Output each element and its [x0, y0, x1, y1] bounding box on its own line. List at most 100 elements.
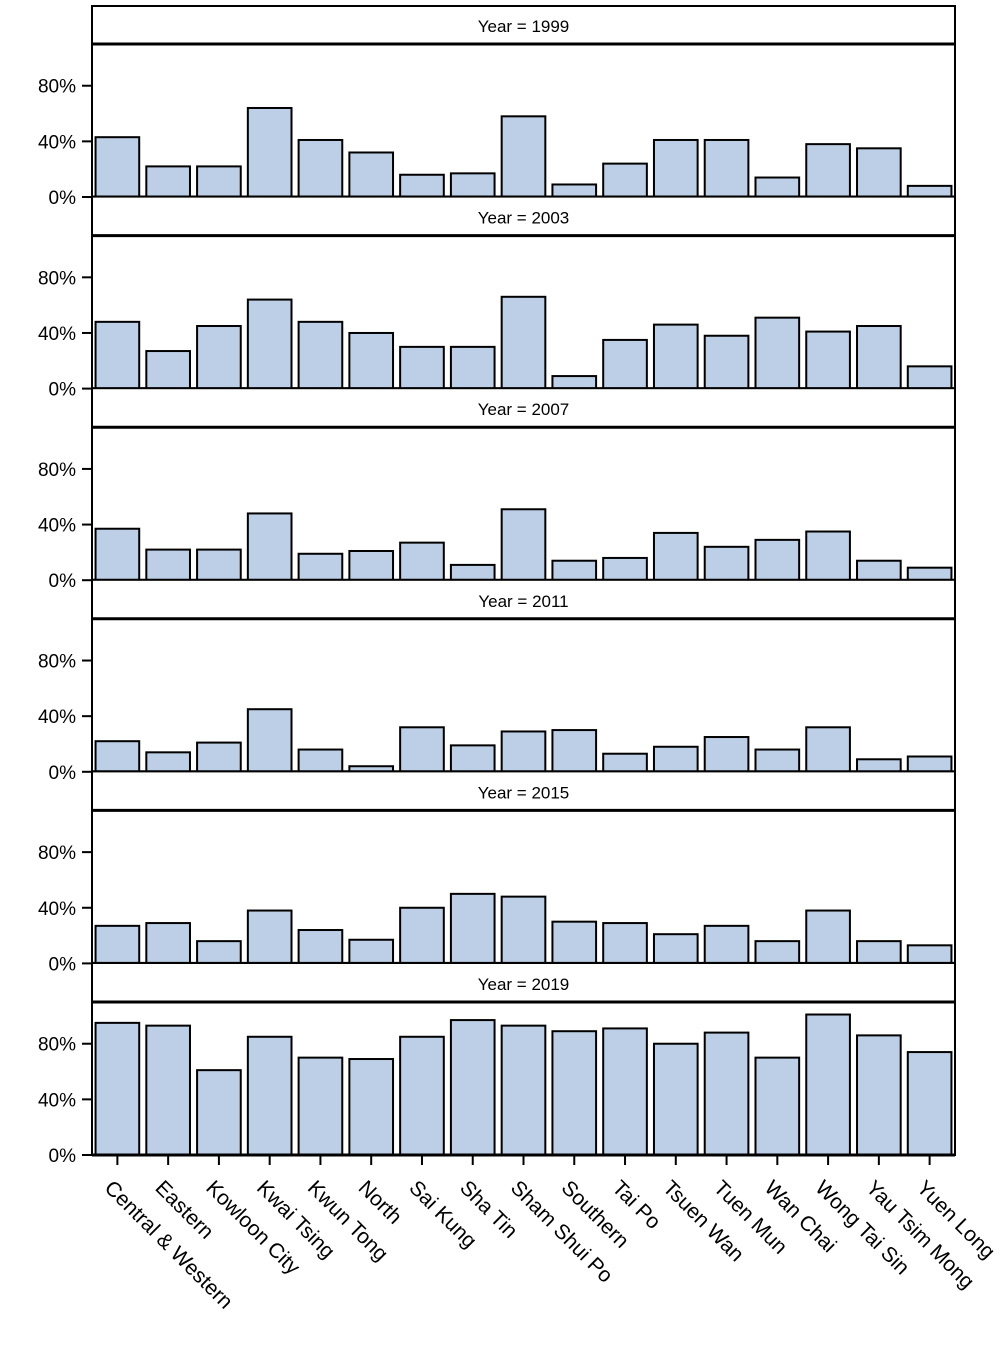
y-tick-label: 0% [49, 1146, 77, 1167]
panel-2011: Year = 2011 0% 40% 80% [38, 580, 955, 784]
bar-2007-1 [145, 548, 191, 582]
bar-2007-2 [196, 548, 242, 582]
panel-1999: Year = 1999 0% 40% 80% [38, 6, 955, 209]
bar-2019-11 [652, 1042, 699, 1157]
bar-1999-8 [500, 115, 547, 198]
bar-2015-8 [500, 895, 547, 965]
bar-1999-12 [703, 138, 750, 199]
bar-2015-9 [551, 920, 598, 965]
bar-2019-16 [906, 1051, 953, 1157]
bar-2003-15 [856, 325, 902, 390]
bar-2003-0 [94, 320, 141, 390]
bar-2015-11 [652, 933, 699, 965]
bar-2011-7 [449, 744, 496, 773]
bar-2007-16 [906, 566, 953, 582]
panel-header [92, 197, 955, 236]
bar-2007-9 [551, 559, 598, 582]
bar-2007-0 [94, 527, 141, 582]
bar-2015-13 [754, 940, 801, 965]
bar-2019-8 [500, 1024, 547, 1157]
y-tick-label: 0% [49, 954, 77, 975]
bar-1999-0 [94, 136, 141, 198]
bar-2011-11 [652, 745, 699, 773]
bar-1999-3 [246, 106, 293, 198]
bar-2015-4 [297, 929, 344, 965]
y-tick-label: 40% [38, 324, 76, 345]
bar-2007-14 [805, 530, 851, 582]
y-tick-label: 0% [49, 763, 77, 784]
bar-1999-4 [297, 138, 344, 199]
bar-2003-16 [906, 365, 953, 390]
bar-1999-9 [551, 183, 598, 198]
y-tick-label: 80% [38, 268, 76, 289]
y-tick-label: 80% [38, 1035, 76, 1056]
panel-title: Year = 2011 [478, 592, 568, 611]
bar-2011-9 [551, 729, 598, 773]
bar-2019-5 [348, 1058, 395, 1156]
panel-title: Year = 1999 [478, 17, 570, 36]
bar-2007-15 [856, 559, 902, 582]
bar-2011-13 [754, 748, 801, 773]
y-tick-label: 40% [38, 707, 76, 728]
y-tick-label: 80% [38, 77, 76, 98]
bar-1999-6 [399, 173, 445, 198]
bar-2011-12 [703, 736, 750, 773]
bar-2019-0 [94, 1021, 141, 1157]
panel-header [92, 964, 955, 1002]
bar-2019-9 [551, 1030, 598, 1157]
bar-2003-14 [805, 330, 851, 390]
bar-2003-10 [602, 338, 648, 390]
bar-2007-11 [652, 531, 699, 582]
bar-2015-7 [449, 892, 496, 965]
bar-2019-13 [754, 1056, 801, 1156]
bar-2003-5 [348, 331, 395, 390]
bar-2007-13 [754, 538, 801, 582]
bar-1999-13 [754, 176, 801, 198]
bar-2015-16 [906, 944, 953, 965]
bar-2003-4 [297, 320, 344, 390]
bar-2019-3 [246, 1035, 293, 1156]
panel-title: Year = 2015 [478, 783, 570, 802]
panel-header [92, 6, 955, 44]
bar-2019-6 [399, 1035, 445, 1156]
bar-2011-16 [906, 755, 953, 773]
y-tick-label: 80% [38, 652, 76, 673]
bar-2015-0 [94, 924, 141, 965]
bar-1999-7 [449, 172, 496, 198]
bar-2007-4 [297, 552, 344, 582]
y-tick-label: 0% [49, 571, 77, 592]
y-tick-label: 40% [38, 1090, 76, 1111]
bar-2007-6 [399, 541, 445, 582]
bar-2019-1 [145, 1024, 191, 1157]
bar-2007-10 [602, 556, 648, 582]
bar-2003-1 [145, 350, 191, 390]
bar-2011-15 [856, 758, 902, 773]
panel-2019: Year = 2019 0% 40% 80% [38, 964, 955, 1167]
bar-2019-2 [196, 1069, 242, 1156]
bar-2015-12 [703, 924, 750, 965]
bar-2011-8 [500, 730, 547, 773]
panel-header [92, 389, 955, 428]
panel-2003: Year = 2003 0% 40% 80% [38, 197, 955, 401]
bar-2011-2 [196, 741, 242, 773]
y-tick-label: 40% [38, 516, 76, 537]
bar-2015-5 [348, 938, 395, 965]
bar-2007-3 [246, 512, 293, 582]
bar-2003-9 [551, 375, 598, 390]
bar-2011-3 [246, 708, 293, 773]
bar-2003-6 [399, 345, 445, 390]
bar-1999-16 [906, 184, 953, 198]
panel-header [92, 772, 955, 811]
bar-2007-12 [703, 545, 750, 582]
panel-title: Year = 2019 [478, 975, 570, 994]
y-tick-label: 40% [38, 132, 76, 153]
bar-2011-6 [399, 726, 445, 773]
bar-2011-1 [145, 751, 191, 773]
bar-2003-12 [703, 334, 750, 390]
bar-2011-0 [94, 740, 141, 773]
bar-1999-5 [348, 151, 395, 198]
bar-1999-14 [805, 143, 851, 199]
y-tick-label: 40% [38, 899, 76, 920]
